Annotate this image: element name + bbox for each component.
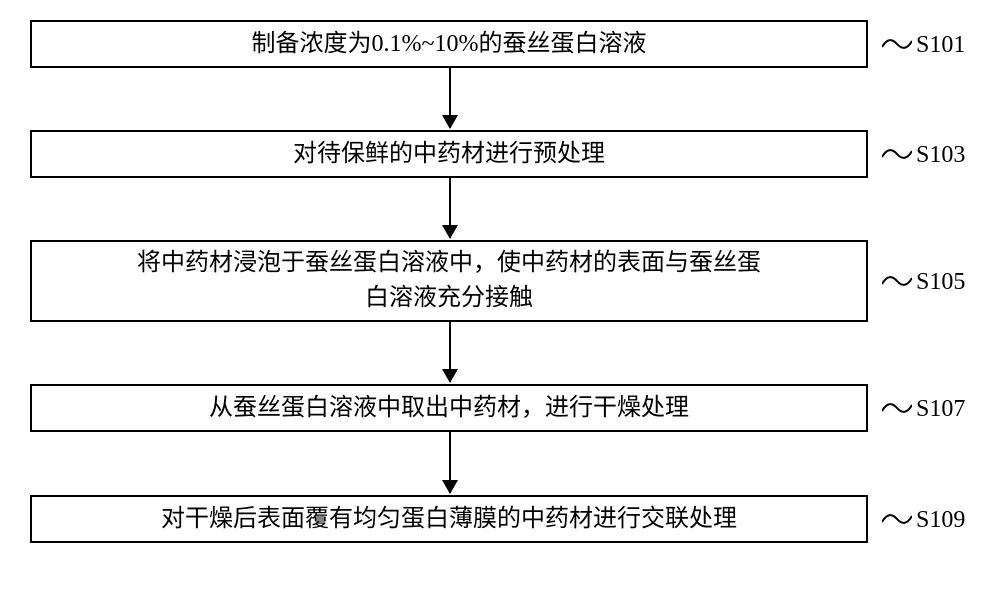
flow-node-text: 从蚕丝蛋白溶液中取出中药材，进行干燥处理 (201, 391, 697, 426)
label-connector-tilde (882, 399, 912, 417)
flow-arrow (449, 322, 451, 382)
flow-node-label: S105 (916, 269, 965, 296)
flow-arrow (449, 68, 451, 128)
label-connector-tilde (882, 35, 912, 53)
label-connector-tilde (882, 145, 912, 163)
flow-node-text: 对干燥后表面覆有均匀蛋白薄膜的中药材进行交联处理 (153, 502, 745, 537)
flow-node-s103: 对待保鲜的中药材进行预处理 (30, 130, 868, 178)
flow-node-text: 对待保鲜的中药材进行预处理 (285, 137, 613, 172)
flow-arrow (449, 432, 451, 493)
label-connector-tilde (882, 272, 912, 290)
flow-node-label: S109 (916, 507, 965, 534)
flow-node-s109: 对干燥后表面覆有均匀蛋白薄膜的中药材进行交联处理 (30, 495, 868, 543)
flow-node-s107: 从蚕丝蛋白溶液中取出中药材，进行干燥处理 (30, 384, 868, 432)
label-connector-tilde (882, 510, 912, 528)
flow-arrow (449, 178, 451, 238)
flow-node-label: S107 (916, 396, 965, 423)
flow-node-s101: 制备浓度为0.1%~10%的蚕丝蛋白溶液 (30, 20, 868, 68)
flow-node-label: S101 (916, 32, 965, 59)
flow-node-text: 将中药材浸泡于蚕丝蛋白溶液中，使中药材的表面与蚕丝蛋 白溶液充分接触 (129, 246, 769, 316)
flow-node-text: 制备浓度为0.1%~10%的蚕丝蛋白溶液 (244, 27, 655, 62)
flowchart-canvas: 制备浓度为0.1%~10%的蚕丝蛋白溶液 S101 对待保鲜的中药材进行预处理 … (0, 0, 1000, 609)
flow-node-label: S103 (916, 142, 965, 169)
flow-node-s105: 将中药材浸泡于蚕丝蛋白溶液中，使中药材的表面与蚕丝蛋 白溶液充分接触 (30, 240, 868, 322)
